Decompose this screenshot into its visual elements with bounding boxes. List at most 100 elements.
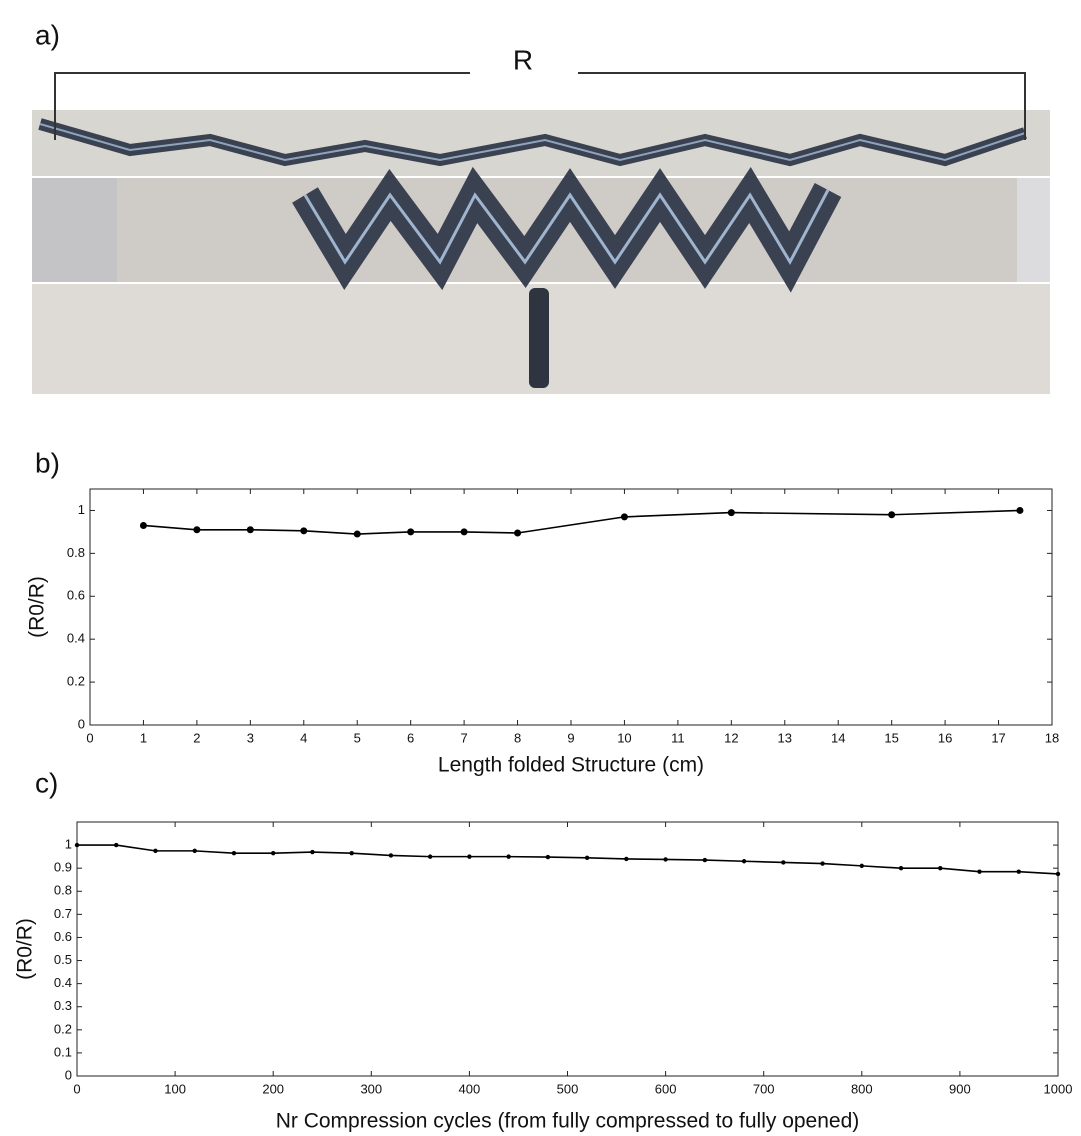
panel-label: b) [35,447,60,478]
data-point [300,527,308,535]
data-point [620,513,628,521]
y-tick-label: 0.3 [54,998,72,1013]
y-tick-label: 0.6 [54,929,72,944]
x-tick-label: 15 [884,730,898,745]
data-point [545,854,551,860]
x-tick-label: 600 [655,1081,677,1096]
data-point [460,528,468,536]
x-tick-label: 0 [73,1081,80,1096]
data-point [977,869,982,874]
data-point [1016,869,1021,874]
x-tick-label: 300 [360,1081,382,1096]
data-point [192,848,197,854]
data-point [353,530,361,538]
x-tick-label: 12 [724,730,738,745]
data-point [624,856,629,862]
x-tick-label: 17 [991,730,1005,745]
y-tick-label: 0.6 [67,588,85,603]
x-tick-label: 5 [354,730,361,745]
data-point [781,860,786,865]
data-point [231,850,237,856]
data-point [1055,871,1061,877]
y-tick-label: 0 [65,1067,72,1082]
x-tick-label: 4 [300,730,307,745]
x-axis-label: Nr Compression cycles (from fully compre… [276,1110,860,1133]
x-tick-label: 800 [851,1081,873,1096]
x-tick-label: 400 [459,1081,481,1096]
x-tick-label: 7 [460,730,467,745]
x-tick-label: 100 [164,1081,186,1096]
data-point [407,528,415,536]
data-point [727,509,735,517]
x-tick-label: 1000 [1044,1081,1073,1096]
y-tick-label: 0 [78,716,85,731]
y-tick-label: 0.8 [54,883,72,898]
data-point [193,526,201,534]
x-tick-label: 14 [831,730,845,745]
x-tick-label: 0 [86,730,93,745]
data-point [741,859,747,864]
y-tick-label: 0.5 [54,952,72,967]
data-point [820,861,825,866]
data-point [888,511,896,519]
x-tick-label: 18 [1045,730,1059,745]
y-tick-label: 1 [78,502,85,517]
plot-frame [76,821,1059,1077]
x-tick-label: 16 [938,730,952,745]
x-tick-label: 8 [514,730,521,745]
data-point [310,849,315,855]
x-tick-label: 6 [407,730,414,745]
x-tick-label: 2 [193,730,200,745]
x-tick-label: 13 [778,730,792,745]
data-point [139,521,147,529]
data-point [246,526,254,534]
x-tick-label: 11 [671,730,685,745]
y-tick-label: 0.9 [54,860,72,875]
x-tick-label: 900 [949,1081,971,1096]
y-tick-label: 0.4 [67,631,85,646]
data-point [74,842,80,848]
data-point [153,848,158,854]
x-tick-label: 3 [247,730,254,745]
y-tick-label: 0.2 [54,1021,72,1036]
data-point [467,854,472,859]
data-point [584,855,590,860]
x-tick-label: 200 [262,1081,284,1096]
data-point [514,529,522,537]
y-tick-label: 0.1 [54,1044,72,1059]
data-line [77,844,1059,875]
photo-panel: R [32,44,1050,394]
y-tick-label: 1 [65,837,72,852]
compressed-strip [529,288,549,388]
x-tick-label: 9 [567,730,574,745]
y-axis-label: (R0/R) [14,918,37,980]
y-tick-label: 0.4 [54,975,72,990]
photo-strip [32,178,117,282]
data-point [271,850,276,856]
data-line [143,509,1020,535]
x-axis-label: Length folded Structure (cm) [438,754,704,777]
data-point [114,842,119,848]
data-point [938,865,943,871]
folded-strip-line [303,189,830,266]
y-tick-label: 0.2 [67,674,85,689]
data-point [427,854,433,859]
x-tick-label: 700 [753,1081,775,1096]
data-point [349,850,354,856]
bracket-label: R [513,44,533,75]
data-point [663,857,668,862]
folded-strip-line [39,123,1026,162]
data-point [898,865,904,871]
y-tick-label: 0.7 [54,906,72,921]
data-point [702,857,708,863]
data-point [1016,506,1024,514]
x-tick-label: 10 [617,730,631,745]
photo-strip [1017,178,1050,282]
panel-label: a) [35,19,60,50]
data-point [388,853,394,858]
data-point [859,863,864,869]
x-tick-label: 500 [557,1081,579,1096]
y-tick-label: 0.8 [67,545,85,560]
data-point [506,854,511,859]
